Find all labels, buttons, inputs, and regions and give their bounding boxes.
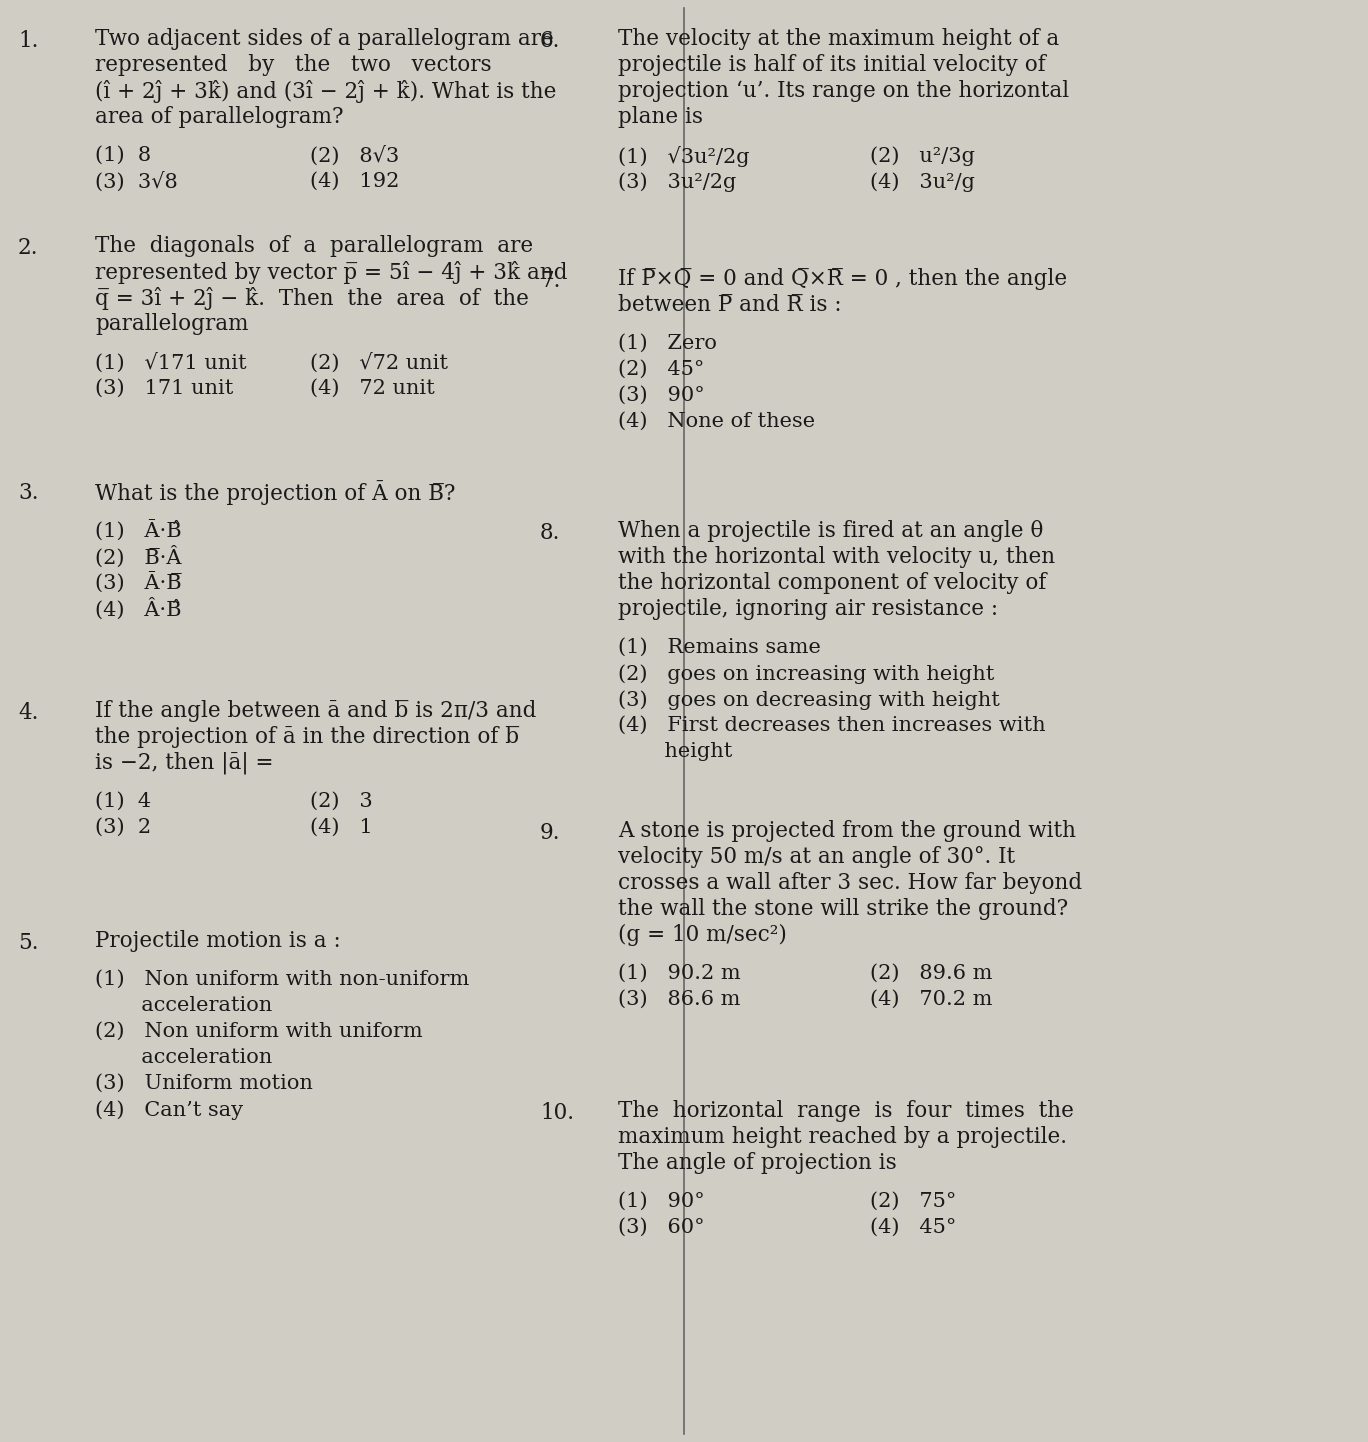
Text: is −2, then |ā| =: is −2, then |ā| = <box>94 751 274 774</box>
Text: velocity 50 m/s at an angle of 30°. It: velocity 50 m/s at an angle of 30°. It <box>618 846 1015 868</box>
Text: (1)   Ā·B̂: (1) Ā·B̂ <box>94 521 182 541</box>
Text: When a projectile is fired at an angle θ: When a projectile is fired at an angle θ <box>618 521 1044 542</box>
Text: (1)   90.2 m: (1) 90.2 m <box>618 965 740 983</box>
Text: (3)   90°: (3) 90° <box>618 386 705 405</box>
Text: 10.: 10. <box>540 1102 575 1123</box>
Text: between P̅ and R̅ is :: between P̅ and R̅ is : <box>618 294 841 316</box>
Text: (3)   goes on decreasing with height: (3) goes on decreasing with height <box>618 691 1000 709</box>
Text: (1)   Non uniform with non-uniform: (1) Non uniform with non-uniform <box>94 970 469 989</box>
Text: (4)   Â·B̂: (4) Â·B̂ <box>94 598 182 620</box>
Text: The  horizontal  range  is  four  times  the: The horizontal range is four times the <box>618 1100 1074 1122</box>
Text: (4)   192: (4) 192 <box>311 172 399 190</box>
Text: If P̅×Q̅ = 0 and Q̅×R̅ = 0 , then the angle: If P̅×Q̅ = 0 and Q̅×R̅ = 0 , then the an… <box>618 268 1067 290</box>
Text: represented by vector p̅ = 5î − 4ĵ + 3k̂ and: represented by vector p̅ = 5î − 4ĵ + 3k̂… <box>94 261 568 284</box>
Text: parallelogram: parallelogram <box>94 313 249 335</box>
Text: (1)   90°: (1) 90° <box>618 1193 705 1211</box>
Text: (2)   Non uniform with uniform: (2) Non uniform with uniform <box>94 1022 423 1041</box>
Text: (1)   √171 unit: (1) √171 unit <box>94 353 246 373</box>
Text: 7.: 7. <box>540 270 561 291</box>
Text: (4)   72 unit: (4) 72 unit <box>311 379 435 398</box>
Text: (2)   8√3: (2) 8√3 <box>311 146 399 166</box>
Text: (3)   171 unit: (3) 171 unit <box>94 379 234 398</box>
Text: (4)   45°: (4) 45° <box>870 1218 956 1237</box>
Text: (4)   3u²/g: (4) 3u²/g <box>870 172 975 192</box>
Text: What is the projection of Ā on B̅?: What is the projection of Ā on B̅? <box>94 480 456 505</box>
Text: (2)   3: (2) 3 <box>311 792 372 810</box>
Text: (g = 10 m/sec²): (g = 10 m/sec²) <box>618 924 787 946</box>
Text: projection ‘u’. Its range on the horizontal: projection ‘u’. Its range on the horizon… <box>618 79 1070 102</box>
Text: The velocity at the maximum height of a: The velocity at the maximum height of a <box>618 27 1059 50</box>
Text: the projection of ā in the direction of b̅: the projection of ā in the direction of … <box>94 725 518 748</box>
Text: (4)   None of these: (4) None of these <box>618 412 815 431</box>
Text: height: height <box>618 743 732 761</box>
Text: 4.: 4. <box>18 702 38 724</box>
Text: (4)   Can’t say: (4) Can’t say <box>94 1100 244 1119</box>
Text: q̅ = 3î + 2ĵ − k̂.  Then  the  area  of  the: q̅ = 3î + 2ĵ − k̂. Then the area of the <box>94 287 529 310</box>
Text: acceleration: acceleration <box>94 996 272 1015</box>
Text: (3)   60°: (3) 60° <box>618 1218 705 1237</box>
Text: (2)   B̅·Â: (2) B̅·Â <box>94 547 182 568</box>
Text: (1)   Remains same: (1) Remains same <box>618 637 821 658</box>
Text: represented   by   the   two   vectors: represented by the two vectors <box>94 53 491 76</box>
Text: 1.: 1. <box>18 30 38 52</box>
Text: projectile is half of its initial velocity of: projectile is half of its initial veloci… <box>618 53 1045 76</box>
Text: the wall the stone will strike the ground?: the wall the stone will strike the groun… <box>618 898 1068 920</box>
Text: (1)   Zero: (1) Zero <box>618 335 717 353</box>
Text: If the angle between ā and b̅ is 2π/3 and: If the angle between ā and b̅ is 2π/3 an… <box>94 699 536 722</box>
Text: 6.: 6. <box>540 30 561 52</box>
Text: area of parallelogram?: area of parallelogram? <box>94 107 343 128</box>
Text: (î + 2ĵ + 3k̂) and (3î − 2ĵ + k̂). What is the: (î + 2ĵ + 3k̂) and (3î − 2ĵ + k̂). What … <box>94 79 557 102</box>
Text: 2.: 2. <box>18 236 38 260</box>
Text: (2)   √72 unit: (2) √72 unit <box>311 353 447 373</box>
Text: with the horizontal with velocity u, then: with the horizontal with velocity u, the… <box>618 547 1055 568</box>
Text: (3)   3u²/2g: (3) 3u²/2g <box>618 172 736 192</box>
Text: (3)  2: (3) 2 <box>94 818 150 836</box>
Text: (3)  3√8: (3) 3√8 <box>94 172 178 192</box>
Text: Two adjacent sides of a parallelogram are: Two adjacent sides of a parallelogram ar… <box>94 27 554 50</box>
Text: (1)  8: (1) 8 <box>94 146 150 164</box>
Text: A stone is projected from the ground with: A stone is projected from the ground wit… <box>618 820 1077 842</box>
Text: Projectile motion is a :: Projectile motion is a : <box>94 930 341 952</box>
Text: 9.: 9. <box>540 822 561 844</box>
Text: (3)   Ā·B̅: (3) Ā·B̅ <box>94 572 182 593</box>
Text: 5.: 5. <box>18 932 38 955</box>
Text: The  diagonals  of  a  parallelogram  are: The diagonals of a parallelogram are <box>94 235 534 257</box>
Text: (3)   86.6 m: (3) 86.6 m <box>618 991 740 1009</box>
Text: (2)   45°: (2) 45° <box>618 360 705 379</box>
Text: (2)   75°: (2) 75° <box>870 1193 956 1211</box>
Text: (4)   1: (4) 1 <box>311 818 372 836</box>
Text: plane is: plane is <box>618 107 703 128</box>
Text: 8.: 8. <box>540 522 561 544</box>
Text: acceleration: acceleration <box>94 1048 272 1067</box>
Text: (1)   √3u²/2g: (1) √3u²/2g <box>618 146 750 167</box>
Text: 3.: 3. <box>18 482 38 505</box>
Text: (4)   70.2 m: (4) 70.2 m <box>870 991 993 1009</box>
Text: maximum height reached by a projectile.: maximum height reached by a projectile. <box>618 1126 1067 1148</box>
Text: (2)   u²/3g: (2) u²/3g <box>870 146 975 166</box>
Text: (3)   Uniform motion: (3) Uniform motion <box>94 1074 313 1093</box>
Text: projectile, ignoring air resistance :: projectile, ignoring air resistance : <box>618 598 999 620</box>
Text: crosses a wall after 3 sec. How far beyond: crosses a wall after 3 sec. How far beyo… <box>618 872 1082 894</box>
Text: (2)   goes on increasing with height: (2) goes on increasing with height <box>618 663 995 684</box>
Text: (2)   89.6 m: (2) 89.6 m <box>870 965 993 983</box>
Text: The angle of projection is: The angle of projection is <box>618 1152 897 1174</box>
Text: the horizontal component of velocity of: the horizontal component of velocity of <box>618 572 1047 594</box>
Text: (1)  4: (1) 4 <box>94 792 150 810</box>
Text: (4)   First decreases then increases with: (4) First decreases then increases with <box>618 717 1045 735</box>
